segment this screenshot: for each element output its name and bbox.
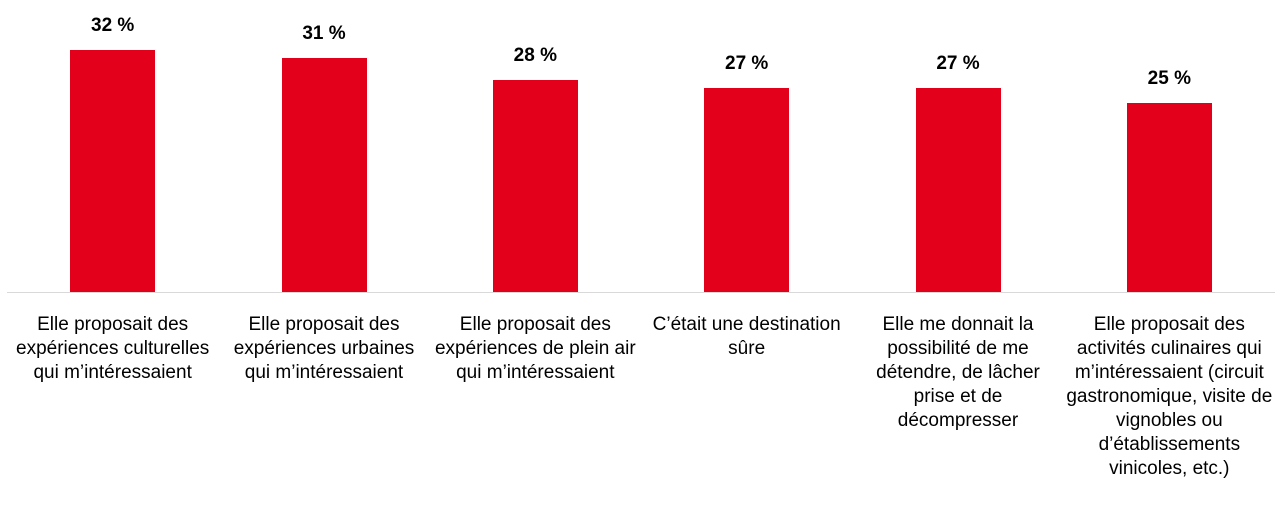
bar [1126, 102, 1212, 292]
value-label: 27 % [725, 52, 769, 74]
value-label: 27 % [936, 52, 980, 74]
category-label: Elle proposait des activités culinaires … [1066, 314, 1273, 479]
category-label: Elle proposait des expériences de plein … [434, 314, 636, 383]
value-label: 31 % [302, 22, 346, 44]
category-label: Elle proposait des expériences urbaines … [233, 314, 415, 383]
x-axis [7, 292, 1275, 293]
category-label: Elle proposait des expériences culturell… [16, 314, 210, 383]
value-label: 32 % [91, 15, 135, 36]
category-label: Elle me donnait la possibilité de me dét… [876, 314, 1040, 431]
value-label: 25 % [1147, 67, 1191, 89]
bar [281, 57, 367, 292]
category-label: C’était une destination sûre [652, 314, 841, 359]
value-label: 28 % [513, 45, 557, 67]
bar [492, 80, 578, 292]
bar [704, 87, 790, 292]
bar [70, 50, 156, 292]
bar [915, 87, 1001, 292]
